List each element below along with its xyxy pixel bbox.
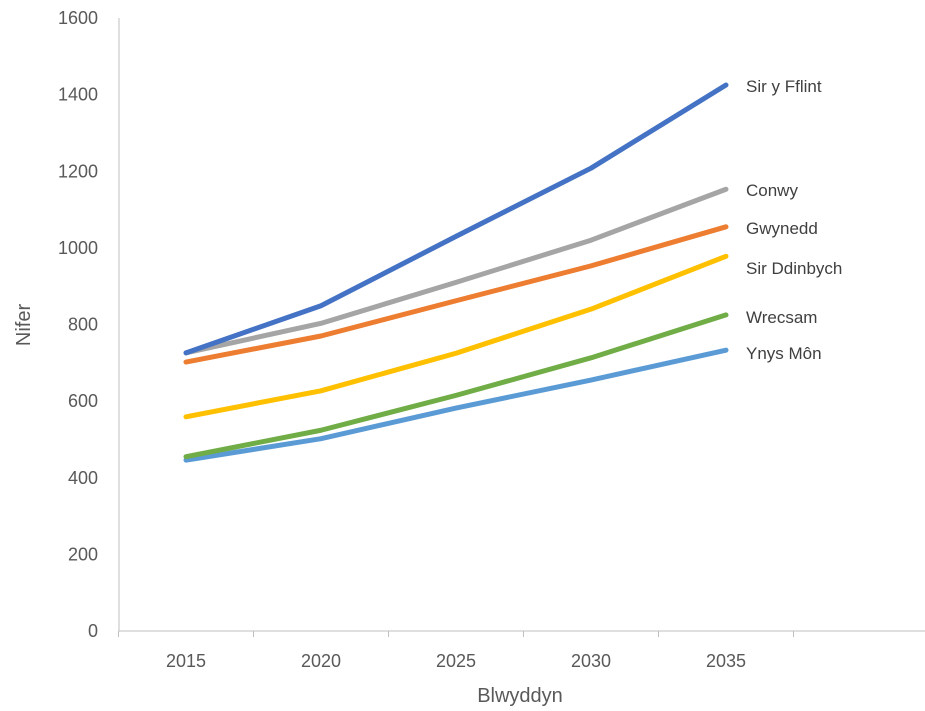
x-axis-tick-labels: 2015 2020 2025 2030 2035 [166, 651, 746, 671]
y-axis-tick-labels: 0 200 400 600 800 1000 1200 1400 1600 [58, 8, 98, 641]
x-axis-ticks [118, 631, 794, 637]
y-tick-label: 800 [68, 315, 98, 335]
series-label-sir-ddinbych: Sir Ddinbych [746, 259, 842, 278]
y-tick-label: 0 [88, 621, 98, 641]
series-line-sir-ddinbych [183, 253, 729, 420]
x-tick-label: 2025 [436, 651, 476, 671]
series-label-sir-y-fflint: Sir y Fflint [746, 77, 822, 96]
series-label-gwynedd: Gwynedd [746, 219, 818, 238]
y-tick-label: 1400 [58, 85, 98, 105]
series-line-sir-y-fflint [183, 82, 729, 356]
x-axis-title: Blwyddyn [477, 685, 563, 707]
series-line-ynys-m-n [183, 347, 729, 463]
y-tick-label: 1200 [58, 161, 98, 181]
series-label-ynys-m-n: Ynys Môn [746, 344, 822, 363]
y-axis-title: Nifer [13, 304, 35, 347]
x-tick-label: 2015 [166, 651, 206, 671]
series-lines [183, 82, 729, 463]
x-tick-label: 2035 [706, 651, 746, 671]
y-tick-label: 1000 [58, 238, 98, 258]
y-tick-label: 600 [68, 391, 98, 411]
series-label-wrecsam: Wrecsam [746, 308, 817, 327]
y-tick-label: 200 [68, 544, 98, 564]
series-line-gwynedd [183, 224, 729, 365]
series-label-conwy: Conwy [746, 181, 798, 200]
series-labels: Sir y Fflint Conwy Gwynedd Sir Ddinbych Wrec… [746, 77, 842, 363]
x-tick-label: 2030 [571, 651, 611, 671]
series-line-wrecsam [183, 312, 729, 460]
series-line-conwy [183, 186, 729, 356]
y-tick-label: 400 [68, 468, 98, 488]
y-tick-label: 1600 [58, 8, 98, 28]
x-tick-label: 2020 [301, 651, 341, 671]
